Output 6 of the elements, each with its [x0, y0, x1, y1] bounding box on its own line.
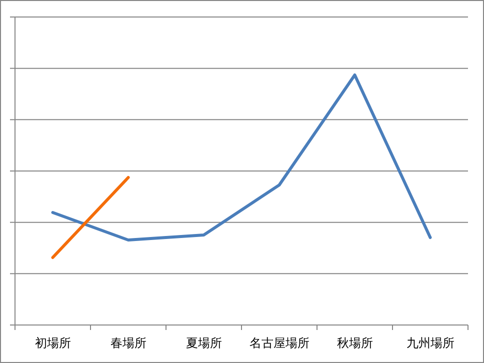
x-tick-label: 春場所: [110, 336, 146, 350]
x-tick-label: 名古屋場所: [249, 336, 310, 350]
x-tick-label: 九州場所: [406, 336, 454, 350]
x-tick-label: 夏場所: [186, 336, 222, 350]
x-tick-label: 秋場所: [336, 336, 373, 350]
x-tick-label: 初場所: [34, 336, 71, 350]
